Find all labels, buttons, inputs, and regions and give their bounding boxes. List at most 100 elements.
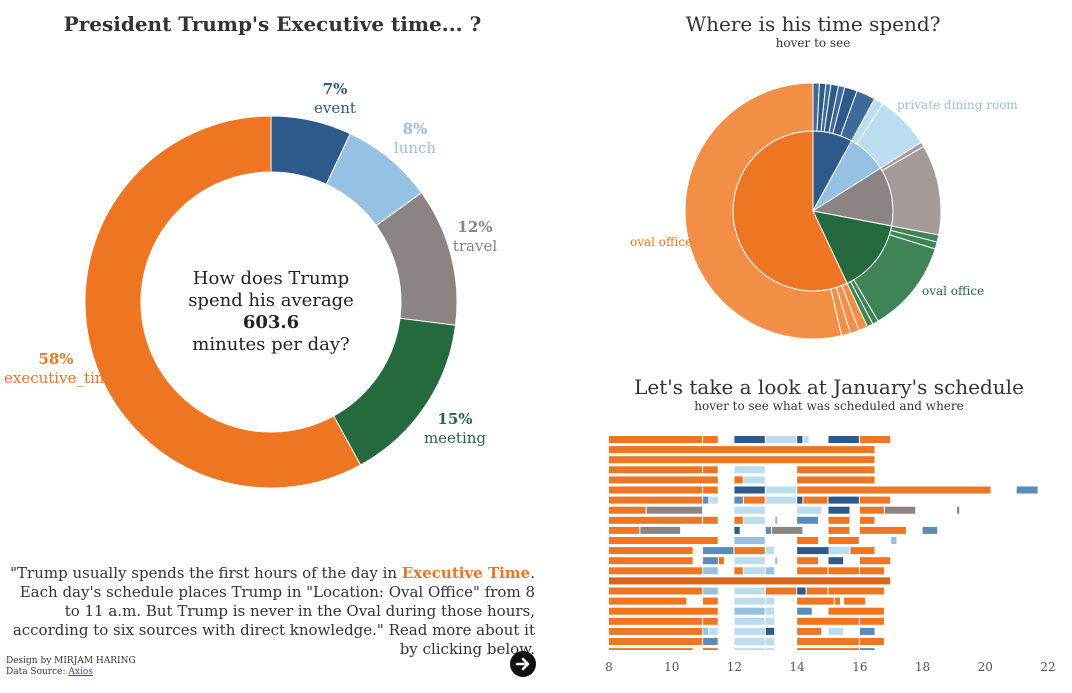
schedule-block[interactable] (703, 547, 734, 555)
schedule-block[interactable] (797, 486, 991, 494)
schedule-block[interactable] (609, 557, 693, 565)
schedule-block[interactable] (734, 526, 740, 534)
schedule-block[interactable] (828, 537, 859, 544)
schedule-block[interactable] (803, 436, 809, 443)
schedule-block[interactable] (609, 496, 703, 504)
schedule-block[interactable] (609, 537, 718, 544)
schedule-block[interactable] (828, 436, 859, 443)
schedule-block[interactable] (765, 526, 772, 534)
schedule-block[interactable] (609, 617, 703, 625)
schedule-block[interactable] (922, 526, 938, 534)
schedule-block[interactable] (891, 537, 897, 544)
schedule-block[interactable] (609, 587, 703, 595)
schedule-block[interactable] (797, 597, 834, 605)
schedule-block[interactable] (844, 597, 866, 605)
schedule-block[interactable] (609, 547, 693, 555)
schedule-block[interactable] (734, 486, 765, 494)
schedule-block[interactable] (609, 476, 718, 484)
schedule-block[interactable] (703, 436, 718, 443)
schedule-block[interactable] (828, 547, 850, 555)
schedule-block[interactable] (734, 597, 765, 605)
schedule-block[interactable] (850, 547, 875, 555)
schedule-block[interactable] (797, 648, 859, 650)
schedule-block[interactable] (703, 597, 718, 605)
sunburst-outer-executive-time-3[interactable] (684, 82, 843, 340)
schedule-block[interactable] (609, 456, 875, 464)
schedule-block[interactable] (797, 506, 822, 514)
schedule-block[interactable] (765, 496, 797, 504)
schedule-block[interactable] (743, 516, 765, 524)
schedule-block[interactable] (734, 547, 765, 555)
schedule-block[interactable] (765, 607, 775, 615)
axios-source-link[interactable]: Axios (68, 667, 93, 677)
schedule-block[interactable] (765, 547, 775, 555)
schedule-block[interactable] (765, 567, 775, 575)
schedule-block[interactable] (797, 466, 875, 474)
schedule-block[interactable] (859, 567, 884, 575)
schedule-block[interactable] (709, 627, 718, 635)
schedule-block[interactable] (765, 627, 775, 635)
schedule-block[interactable] (609, 638, 703, 645)
schedule-block[interactable] (859, 526, 906, 534)
schedule-block[interactable] (828, 587, 884, 595)
schedule-block[interactable] (859, 436, 891, 443)
schedule-block[interactable] (609, 648, 693, 650)
schedule-block[interactable] (859, 496, 891, 504)
schedule-block[interactable] (734, 537, 765, 544)
schedule-block[interactable] (709, 496, 718, 504)
schedule-block[interactable] (734, 436, 765, 443)
read-more-button[interactable] (510, 651, 536, 677)
schedule-block[interactable] (834, 597, 841, 605)
schedule-block[interactable] (797, 587, 806, 595)
schedule-block[interactable] (743, 476, 765, 484)
schedule-block[interactable] (765, 617, 775, 625)
schedule-block[interactable] (609, 516, 703, 524)
schedule-block[interactable] (828, 496, 859, 504)
schedule-block[interactable] (609, 466, 703, 474)
schedule-block[interactable] (743, 496, 765, 504)
schedule-block[interactable] (797, 638, 859, 645)
schedule-block[interactable] (797, 436, 803, 443)
schedule-block[interactable] (859, 516, 875, 524)
schedule-block[interactable] (609, 446, 875, 454)
schedule-block[interactable] (703, 627, 709, 635)
schedule-block[interactable] (609, 577, 891, 585)
schedule-block[interactable] (765, 648, 775, 650)
schedule-block[interactable] (859, 557, 891, 565)
schedule-block[interactable] (734, 506, 765, 514)
schedule-block[interactable] (609, 486, 703, 494)
schedule-block[interactable] (734, 638, 765, 645)
schedule-block[interactable] (734, 648, 765, 650)
schedule-block[interactable] (765, 638, 775, 645)
schedule-block[interactable] (734, 627, 765, 635)
schedule-block[interactable] (703, 648, 718, 650)
schedule-block[interactable] (609, 607, 718, 615)
schedule-block[interactable] (743, 567, 765, 575)
schedule-block[interactable] (609, 506, 646, 514)
schedule-block[interactable] (765, 436, 797, 443)
schedule-block[interactable] (828, 526, 850, 534)
schedule-block[interactable] (609, 526, 640, 534)
schedule-block[interactable] (734, 496, 743, 504)
schedule-block[interactable] (734, 567, 743, 575)
schedule-block[interactable] (718, 557, 725, 565)
schedule-block[interactable] (828, 516, 850, 524)
schedule-block[interactable] (609, 627, 703, 635)
schedule-block[interactable] (609, 597, 687, 605)
schedule-block[interactable] (828, 607, 884, 615)
schedule-block[interactable] (828, 557, 844, 565)
schedule-block[interactable] (765, 486, 797, 494)
schedule-block[interactable] (859, 638, 884, 645)
schedule-block[interactable] (609, 436, 703, 443)
schedule-block[interactable] (828, 627, 844, 635)
schedule-block[interactable] (765, 587, 797, 595)
schedule-block[interactable] (734, 476, 743, 484)
schedule-block[interactable] (859, 627, 875, 635)
schedule-block[interactable] (703, 496, 709, 504)
schedule-block[interactable] (734, 607, 765, 615)
schedule-block[interactable] (797, 607, 812, 615)
schedule-block[interactable] (703, 567, 718, 575)
schedule-block[interactable] (703, 466, 718, 474)
schedule-block[interactable] (803, 496, 828, 504)
schedule-block[interactable] (734, 516, 743, 524)
